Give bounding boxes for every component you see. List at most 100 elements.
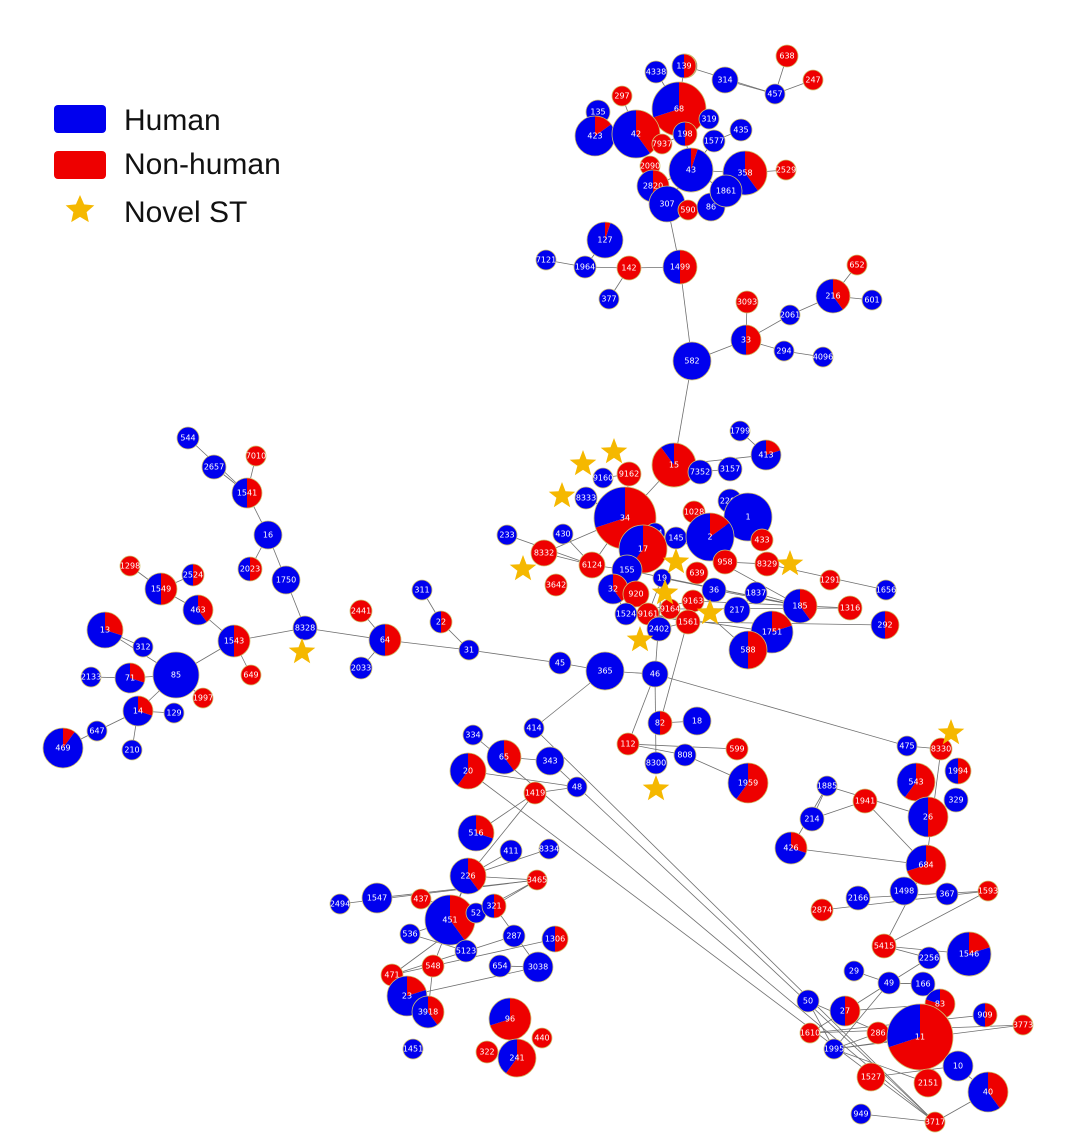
nonhuman-fraction: [958, 758, 971, 784]
human-fraction: [411, 996, 438, 1028]
nonhuman-fraction: [130, 663, 146, 683]
st-label: 8330: [931, 745, 951, 754]
st-label: 426: [783, 844, 798, 853]
node-outline: [967, 1071, 1009, 1113]
st-label: 16: [263, 531, 273, 540]
st-node: 414: [523, 717, 545, 739]
st-label: 1941: [855, 797, 875, 806]
st-node: 433: [750, 528, 774, 552]
st-label: 1451: [403, 1045, 423, 1054]
nonhuman-fraction: [726, 738, 748, 760]
st-node: 426: [774, 831, 808, 865]
st-label: 2: [707, 533, 712, 542]
node-outline: [535, 746, 565, 776]
st-label: 68: [674, 105, 684, 114]
node-outline: [662, 249, 698, 285]
st-label: 1997: [193, 694, 213, 703]
nonhuman-fraction: [385, 624, 401, 656]
st-node: 65: [486, 739, 522, 775]
node-outline: [152, 651, 200, 699]
st-node: 247: [802, 69, 824, 91]
st-node: 1561: [675, 609, 701, 635]
node-outline: [121, 739, 143, 761]
st-label: 457: [767, 90, 782, 99]
human-fraction: [362, 883, 392, 913]
st-node: 588: [728, 630, 768, 670]
legend-nonhuman-label: Non-human: [124, 148, 281, 181]
node-outline: [462, 724, 484, 746]
node-outline: [829, 995, 861, 1027]
st-label: 321: [486, 902, 501, 911]
human-fraction: [878, 972, 900, 994]
human-fraction: [350, 657, 372, 679]
node-outline: [802, 69, 824, 91]
novel-st-star-icon: [776, 550, 804, 576]
node-outline: [349, 599, 373, 623]
st-node: 1997: [192, 687, 214, 709]
st-node: 50: [796, 989, 820, 1013]
node-outline: [685, 512, 735, 562]
node-outline: [856, 1062, 886, 1092]
human-fraction: [567, 777, 587, 797]
st-label: 433: [754, 536, 769, 545]
st-label: 233: [499, 531, 514, 540]
nonhuman-fraction: [776, 45, 798, 67]
st-node: 601: [861, 289, 883, 311]
nonhuman-fraction: [713, 550, 737, 574]
nonhuman-fraction: [653, 82, 706, 136]
human-fraction: [817, 776, 837, 796]
st-node: 8334: [538, 838, 560, 860]
node-outline: [877, 971, 901, 995]
st-label: 471: [384, 971, 399, 980]
node-outline: [729, 118, 753, 142]
node-outline: [852, 788, 878, 814]
node-outline: [641, 660, 669, 688]
node-outline: [943, 787, 969, 813]
st-label: 311: [414, 586, 429, 595]
human-fraction: [665, 527, 687, 549]
node-outline: [402, 1038, 424, 1060]
nonhuman-fraction: [504, 740, 522, 771]
human-fraction: [182, 595, 207, 625]
human-fraction: [800, 807, 824, 831]
st-node: 46: [641, 660, 669, 688]
human-fraction: [906, 845, 926, 872]
node-outline: [764, 83, 786, 105]
st-label: 34: [620, 514, 630, 523]
st-label: 430: [555, 530, 570, 539]
st-label: 808: [677, 751, 692, 760]
node-outline: [799, 1022, 821, 1044]
st-label: 5123: [456, 947, 476, 956]
human-fraction: [897, 736, 917, 756]
human-fraction: [647, 617, 671, 641]
node-outline: [861, 289, 883, 311]
st-node: 543: [896, 762, 936, 802]
st-label: 50: [803, 997, 813, 1006]
human-fraction: [876, 580, 896, 600]
st-label: 85: [171, 671, 181, 680]
node-outline: [1012, 1014, 1034, 1036]
node-outline: [411, 579, 433, 601]
node-outline: [977, 880, 999, 902]
nonhuman-fraction: [660, 599, 680, 619]
novel-st-star-icon: [626, 626, 654, 652]
human-fraction: [489, 955, 511, 977]
human-fraction: [782, 589, 810, 623]
node-outline: [646, 616, 672, 642]
st-label: 1316: [840, 604, 860, 613]
st-label: 36: [709, 586, 719, 595]
st-node: 319: [698, 108, 720, 130]
st-node: 2874: [810, 898, 834, 922]
human-fraction: [908, 797, 928, 837]
node-outline: [622, 580, 650, 608]
st-label: 2256: [919, 954, 939, 963]
st-label: 15: [669, 461, 679, 470]
st-label: 8328: [295, 624, 315, 633]
st-node: 647: [86, 720, 108, 742]
human-fraction: [575, 487, 597, 509]
node-outline: [231, 477, 263, 509]
node-outline: [611, 85, 633, 107]
nonhuman-fraction: [617, 733, 639, 755]
st-label: 2151: [918, 1079, 938, 1088]
st-label: 11: [915, 1033, 925, 1042]
